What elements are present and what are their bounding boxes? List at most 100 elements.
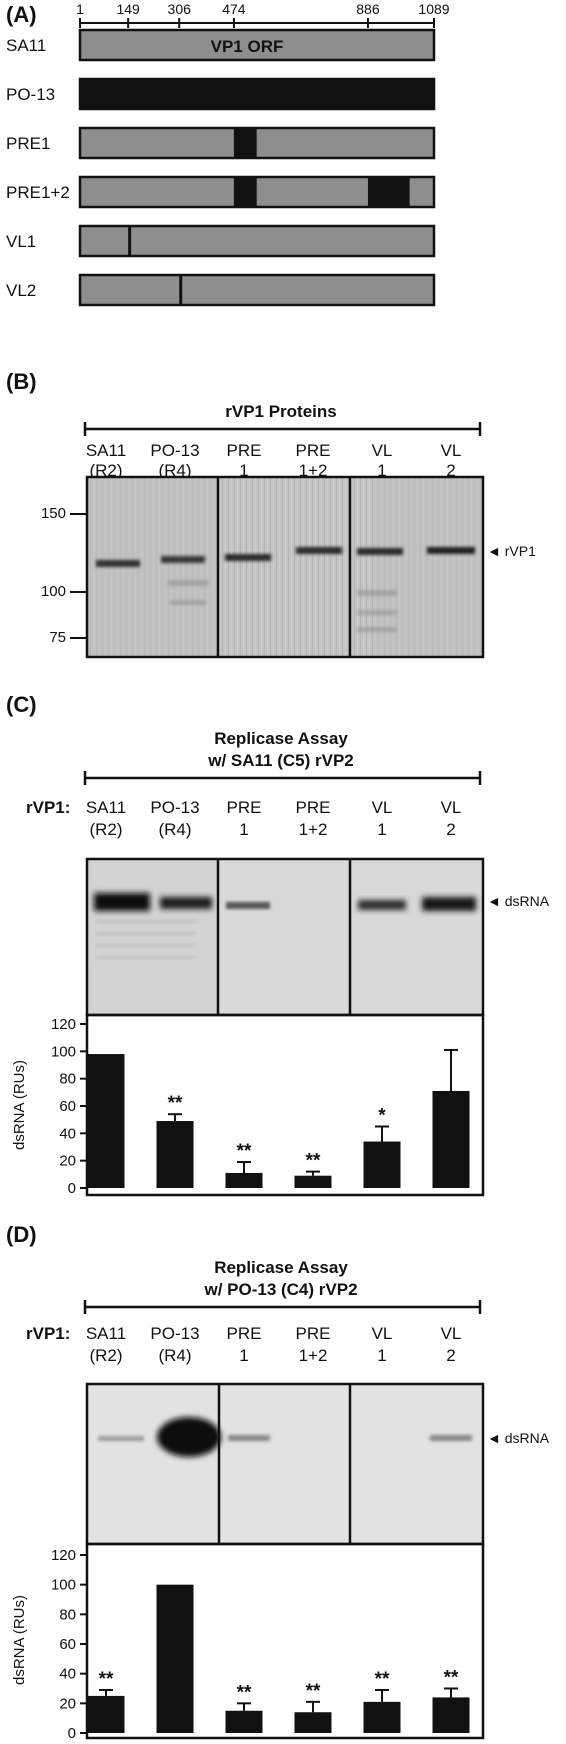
panel-b-bracket [83, 422, 482, 436]
sa11-orf-bar [80, 275, 434, 305]
construct-name: VL2 [6, 281, 36, 300]
significance-marker: ** [375, 1669, 390, 1690]
panel-d-lane-labels: SA11 (R2) PO-13 (R4) PRE 1 PRE 1+2 VL 1 VL 2 [86, 1324, 462, 1365]
dsrna-band-label-c: ◄ dsRNA [487, 893, 550, 909]
lane-label-line2: (R4) [158, 820, 191, 839]
panel-a-label: (A) [6, 2, 37, 27]
lane-label-line1: SA11 [86, 441, 126, 460]
dsrna-bands-d [98, 1417, 472, 1457]
gel-band [96, 560, 140, 567]
ruler-tick-label: 1 [76, 1, 84, 17]
construct-name: VL1 [6, 232, 36, 251]
construct-row: PRE1+2 [6, 175, 436, 209]
y-tick-label: 80 [59, 1606, 76, 1623]
lane-label-line1: VL [441, 1324, 462, 1343]
significance-marker: ** [237, 1141, 252, 1162]
lane-label-line1: PRE [227, 441, 262, 460]
construct-name: PRE1+2 [6, 183, 70, 202]
lane-label-line1: PRE [296, 441, 331, 460]
autorad-band [157, 1417, 221, 1457]
lane-label-line2: (R2) [89, 820, 122, 839]
lane-label-line2: 2 [446, 820, 455, 839]
y-tick-label: 60 [59, 1636, 76, 1653]
chart-frame-d [85, 1542, 485, 1740]
construct-row: VL2 [6, 273, 436, 307]
lane-label-line1: VL [372, 798, 393, 817]
orf-bar-outline [78, 175, 436, 209]
construct-map: SA11 VP1 ORF PO-13 PRE1 PRE1+2 VL1 VL2 [6, 28, 436, 307]
autorad-image [87, 1384, 483, 1544]
lane-label-line1: PRE [296, 798, 331, 817]
panel-a: (A) 1 149 306 474 886 1089 SA11 VP1 ORF PO-13 PR… [6, 1, 450, 307]
orf-bar-outline [78, 77, 436, 111]
po13-segment [179, 275, 183, 305]
construct-row: SA11 VP1 ORF [6, 28, 436, 62]
ruler-tick-label: 474 [222, 1, 246, 17]
y-tick-label: 100 [51, 1043, 76, 1060]
po13-segment [233, 177, 257, 207]
bar [294, 1175, 332, 1188]
autorad-band [98, 1436, 144, 1441]
lane-label-line1: SA11 [86, 1324, 126, 1343]
mw-marker-100: 100 [41, 583, 66, 600]
autoradiograph-c [85, 857, 485, 1017]
bar [87, 1695, 125, 1733]
y-axis-label-c: dsRNA (RUs) [11, 1060, 28, 1150]
panel-b-label: (B) [6, 369, 37, 394]
lane-label-line1: VL [441, 798, 462, 817]
lane-label-line1: PRE [227, 1324, 262, 1343]
significance-marker: ** [444, 1668, 459, 1689]
dsrna-bands-c [94, 893, 476, 911]
lane-label-line2: 1 [239, 820, 248, 839]
significance-marker: ** [306, 1681, 321, 1702]
lane-label-line2: 1 [239, 461, 248, 480]
y-tick-label: 60 [59, 1098, 76, 1115]
panel-c: (C) Replicase Assay w/ SA11 (C5) rVP2 rV… [6, 692, 550, 1197]
significance-marker: ** [168, 1093, 183, 1114]
lane-label-line1: PO-13 [150, 798, 199, 817]
construct-name: PO-13 [6, 85, 55, 104]
y-tick-label: 120 [51, 1016, 76, 1033]
rvp1-bands [96, 547, 475, 567]
sa11-orf-bar [80, 128, 434, 158]
lane-label-line1: SA11 [86, 798, 126, 817]
ruler-tick-label: 1089 [418, 1, 449, 17]
lane-label-line2: 1+2 [299, 820, 328, 839]
y-tick-label: 100 [51, 1577, 76, 1594]
lane-label-line2: (R2) [89, 1346, 122, 1365]
panel-c-bracket [83, 771, 482, 785]
lane-label-line1: PRE [227, 798, 262, 817]
lane-label-line1: VL [441, 441, 462, 460]
y-tick-label: 80 [59, 1071, 76, 1088]
protein-gel [85, 475, 485, 659]
po13-segment [233, 128, 257, 158]
panel-c-title-line1: Replicase Assay [214, 729, 348, 748]
lane-label-line2: 1+2 [299, 1346, 328, 1365]
y-tick-label: 40 [59, 1666, 76, 1683]
po13-segment [128, 226, 132, 256]
orf-ruler: 1 149 306 474 886 1089 [76, 1, 450, 28]
lane-label-line1: PRE [296, 1324, 331, 1343]
panel-c-title-line2: w/ SA11 (C5) rVP2 [207, 751, 354, 770]
panel-d-title-line2: w/ PO-13 (C4) rVP2 [203, 1280, 357, 1299]
panel-c-label: (C) [6, 692, 37, 717]
autorad-band [430, 1435, 472, 1441]
mw-marker-150: 150 [41, 505, 66, 522]
panel-d-row-label: rVP1: [26, 1324, 70, 1343]
bar [87, 1054, 125, 1188]
bar [432, 1697, 470, 1733]
lane-label-line1: PO-13 [150, 441, 199, 460]
lane-label-line1: PO-13 [150, 1324, 199, 1343]
lane-label-line2: 2 [446, 1346, 455, 1365]
bar [156, 1121, 194, 1188]
bar [294, 1712, 332, 1733]
lane-label-line2: (R4) [158, 1346, 191, 1365]
panel-c-row-label: rVP1: [26, 798, 70, 817]
autorad-band [160, 897, 212, 909]
ruler-tick-label: 149 [116, 1, 140, 17]
y-tick-label: 40 [59, 1125, 76, 1142]
construct-name: SA11 [6, 36, 46, 55]
lane-label-line1: VL [372, 441, 393, 460]
